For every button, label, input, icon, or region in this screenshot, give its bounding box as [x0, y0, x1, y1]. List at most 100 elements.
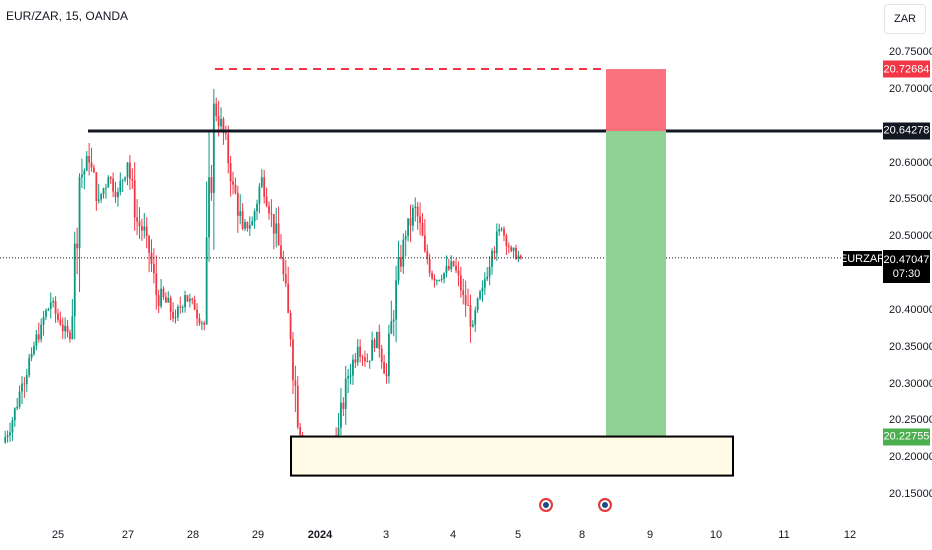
candle-body: [373, 340, 376, 348]
candle-body: [64, 325, 67, 332]
candle-body: [241, 211, 244, 229]
candle-body: [421, 222, 424, 236]
candle-body: [124, 177, 127, 180]
candle-body: [500, 228, 503, 230]
candle-body: [121, 179, 124, 181]
candle-body: [284, 274, 287, 284]
candle-body: [498, 228, 501, 232]
candle-body: [471, 324, 474, 327]
candle-body: [172, 311, 174, 319]
candle-body: [268, 205, 270, 214]
candle-body: [512, 247, 515, 251]
economic-event-icon[interactable]: [539, 498, 553, 512]
candle-body: [256, 203, 258, 212]
candle-body: [69, 332, 71, 340]
candle-body: [392, 319, 395, 322]
candle-body: [407, 218, 409, 237]
candle-body: [385, 373, 388, 377]
candle-body: [459, 275, 462, 291]
candle-body: [505, 235, 508, 247]
candle-body: [380, 348, 383, 362]
candle-body: [193, 299, 196, 310]
candle-body: [16, 406, 19, 409]
candle-body: [155, 273, 158, 296]
candle-body: [414, 206, 417, 209]
price-axis-tick: 20.55000: [889, 193, 932, 206]
candle-body: [356, 346, 359, 363]
candle-body: [49, 302, 52, 310]
candle-body: [411, 208, 414, 226]
currency-button[interactable]: ZAR: [884, 4, 926, 34]
candle-body: [474, 310, 477, 325]
position-stop-zone[interactable]: [606, 69, 666, 131]
economic-event-icon[interactable]: [598, 498, 612, 512]
candle-body: [376, 331, 378, 348]
time-axis-tick: 10: [709, 529, 723, 541]
time-axis-tick: 27: [121, 529, 135, 541]
candle-body: [299, 427, 302, 436]
candle-body: [152, 264, 155, 274]
price-level-tag: 20.22755: [883, 428, 930, 446]
candle-body: [493, 250, 496, 254]
candle-body: [37, 334, 40, 340]
candle-body: [222, 118, 225, 134]
candle-body: [179, 306, 182, 308]
symbol-title[interactable]: EUR/ZAR, 15, OANDA: [6, 9, 129, 23]
candle-body: [450, 261, 453, 270]
candle-body: [169, 297, 172, 312]
candle-body: [119, 180, 122, 192]
candle-body: [45, 310, 47, 317]
candle-body: [342, 402, 345, 409]
candle-body: [479, 291, 481, 299]
candle-body: [136, 217, 138, 222]
candle-body: [4, 437, 7, 443]
candle-body: [399, 257, 402, 267]
candle-body: [289, 312, 292, 340]
candle-body: [486, 276, 489, 280]
time-axis-tick: 5: [514, 529, 522, 541]
candle-body: [416, 206, 419, 217]
candle-body: [162, 288, 165, 297]
candle-body: [227, 134, 230, 164]
time-axis-tick: 12: [843, 529, 857, 541]
candle-body: [105, 187, 107, 189]
bar-countdown: 07:30: [892, 267, 921, 280]
candle-body: [359, 346, 362, 357]
candle-body: [260, 177, 263, 187]
price-axis-tick: 20.15000: [889, 488, 932, 500]
candle-body: [296, 385, 299, 428]
candle-body: [66, 325, 69, 333]
candle-body: [488, 266, 491, 277]
time-axis-tick: 28: [186, 529, 200, 541]
candle-body: [232, 181, 234, 185]
candle-body: [280, 245, 282, 259]
candle-body: [200, 322, 203, 324]
candle-body: [258, 186, 261, 204]
candle-body: [244, 221, 246, 229]
candle-body: [28, 357, 31, 376]
candle-body: [435, 280, 438, 282]
time-axis-tick: 2024: [307, 529, 333, 541]
symbol-price-tag: EURZAR: [839, 251, 886, 266]
price-axis-tick: 20.20000: [889, 451, 932, 464]
candle-body: [491, 250, 493, 267]
candle-body: [212, 103, 215, 193]
position-target-zone[interactable]: [606, 130, 666, 437]
candle-body: [114, 191, 117, 198]
demand-zone-rectangle[interactable]: [290, 435, 734, 477]
candle-body: [272, 214, 275, 234]
candle-body: [275, 223, 278, 234]
candle-body: [503, 228, 505, 236]
time-axis-tick: 25: [51, 529, 65, 541]
price-axis-tick: 20.60000: [889, 156, 932, 169]
candle-body: [510, 247, 513, 251]
candle-body: [507, 246, 510, 248]
candle-body: [253, 211, 256, 222]
candle-body: [263, 177, 266, 197]
candle-body: [239, 211, 242, 216]
candle-body: [160, 288, 162, 307]
candle-body: [59, 319, 62, 325]
candle-body: [97, 199, 100, 201]
candle-body: [35, 334, 38, 346]
